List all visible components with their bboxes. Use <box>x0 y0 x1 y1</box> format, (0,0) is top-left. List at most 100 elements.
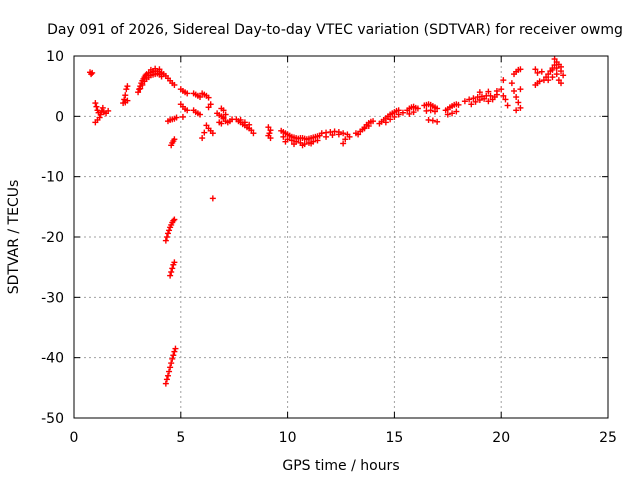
data-point <box>434 118 441 125</box>
data-point <box>163 234 170 240</box>
data-point <box>168 268 175 275</box>
x-tick-label: 25 <box>599 430 617 446</box>
data-point <box>167 364 174 371</box>
y-tick-label: -30 <box>41 290 64 306</box>
data-point <box>99 104 106 111</box>
data-point <box>122 92 129 99</box>
data-point <box>164 372 171 379</box>
data-point <box>124 97 131 104</box>
data-point <box>209 130 216 137</box>
data-point <box>184 107 191 114</box>
data-point <box>203 122 210 129</box>
data-point <box>199 135 206 142</box>
x-tick-label: 5 <box>176 430 185 446</box>
data-point <box>335 131 342 138</box>
data-point <box>536 78 543 85</box>
data-point <box>340 140 347 147</box>
data-point <box>163 376 170 383</box>
data-point <box>265 124 272 131</box>
data-point <box>166 368 173 375</box>
data-point <box>382 119 389 126</box>
data-point <box>543 74 550 81</box>
data-point <box>197 111 204 118</box>
data-point <box>105 107 112 114</box>
data-point <box>513 94 520 101</box>
data-point <box>93 103 100 110</box>
data-point <box>156 66 163 73</box>
data-point <box>560 72 567 79</box>
data-point <box>88 71 95 78</box>
data-point <box>449 110 456 117</box>
data-point <box>142 72 149 79</box>
data-point <box>485 88 492 95</box>
y-tick-label: 0 <box>55 109 64 125</box>
data-point <box>387 116 394 123</box>
data-point <box>534 69 541 76</box>
axes: 0 5 10 15 20 25 10 0 -10 -20 -30 -40 -50 <box>41 49 617 446</box>
y-tick-label: -40 <box>41 351 64 367</box>
data-point <box>267 127 274 134</box>
data-point <box>246 121 253 128</box>
data-point <box>171 136 178 143</box>
grid <box>74 56 608 418</box>
data-point <box>167 272 174 279</box>
data-point <box>121 96 128 103</box>
data-point <box>329 132 336 139</box>
chart-title: Day 091 of 2026, Sidereal Day-to-day VTE… <box>47 22 623 38</box>
y-tick-label: 10 <box>46 49 64 65</box>
data-point <box>500 77 507 84</box>
data-point <box>545 77 552 84</box>
data-point <box>489 96 496 103</box>
data-point <box>135 89 142 96</box>
data-point <box>139 81 146 88</box>
data-point <box>481 95 488 102</box>
data-point <box>205 94 212 101</box>
data-point <box>170 217 177 224</box>
data-point <box>558 80 565 87</box>
data-point <box>498 86 505 93</box>
data-point <box>485 98 492 105</box>
data-point <box>461 98 468 105</box>
data-point <box>171 216 178 223</box>
data-point <box>241 119 248 126</box>
data-point <box>172 345 179 352</box>
data-point <box>237 116 244 123</box>
data-point <box>476 97 483 104</box>
data-point <box>184 90 191 97</box>
data-point <box>209 195 216 202</box>
data-point <box>162 237 169 244</box>
data-point <box>162 380 169 387</box>
y-tick-label: -10 <box>41 170 64 186</box>
x-tick-label: 0 <box>70 430 79 446</box>
data-point <box>179 113 186 120</box>
data-point <box>282 138 289 145</box>
data-point <box>504 102 511 109</box>
data-point <box>248 127 255 134</box>
data-point <box>89 69 96 76</box>
data-point <box>222 111 229 118</box>
data-point <box>429 117 436 124</box>
data-point <box>431 108 438 115</box>
data-point <box>502 96 509 103</box>
data-point <box>427 107 434 114</box>
data-point <box>517 104 524 111</box>
data-point <box>395 111 402 118</box>
data-point <box>220 114 227 121</box>
data-point <box>434 105 441 112</box>
data-point <box>267 135 274 142</box>
data-point <box>218 105 225 112</box>
data-point <box>124 83 131 90</box>
data-point <box>288 137 295 144</box>
data-point <box>166 227 173 234</box>
data-point <box>205 104 212 111</box>
y-axis-label: SDTVAR / TECUs <box>6 180 22 295</box>
data-point <box>453 108 460 115</box>
x-tick-label: 15 <box>385 430 403 446</box>
data-point <box>558 68 565 75</box>
data-point <box>299 142 306 149</box>
data-point <box>168 360 175 367</box>
data-point <box>171 259 178 266</box>
data-point <box>314 137 321 144</box>
data-point <box>280 133 287 140</box>
